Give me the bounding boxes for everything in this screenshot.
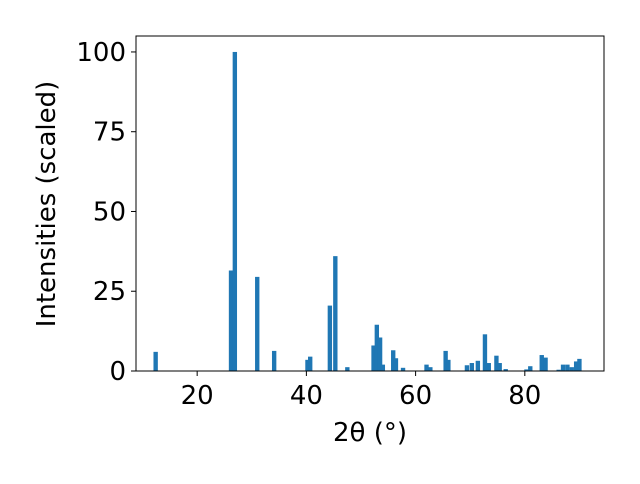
bar [524,369,529,371]
bar [333,256,338,371]
bar [380,364,386,371]
bar [327,305,333,371]
bar [377,337,383,371]
bar [577,358,582,371]
bar [475,360,481,371]
bar [345,367,350,371]
bar [374,324,380,371]
y-tick-label: 0 [109,357,126,387]
bar [255,276,260,371]
bar [305,359,310,371]
bar [469,363,475,371]
y-axis-label: Intensities (scaled) [32,81,62,328]
x-tick-label: 20 [181,381,214,411]
bar [393,358,399,371]
bar [232,51,238,371]
bar [573,361,579,371]
bar [560,364,566,371]
y-tick-label: 75 [93,118,126,148]
x-tick-label: 60 [399,381,432,411]
bar [539,355,544,371]
bar [228,270,234,371]
bar [428,367,433,371]
bar [400,367,406,371]
bar [528,366,533,371]
bar [482,334,488,371]
bar [443,350,448,371]
bar [446,359,451,371]
bar [271,350,277,371]
x-tick-label: 40 [290,381,323,411]
x-axis-label: 2θ (°) [333,418,407,448]
bar [486,363,491,371]
bar [371,345,376,371]
bar [503,369,508,371]
bar [565,364,570,371]
bar [424,364,429,371]
plot-frame [135,35,605,372]
bar [494,355,499,371]
bar [569,367,574,371]
bar [308,356,313,371]
y-tick-label: 50 [93,197,126,227]
bar [153,351,158,371]
bar [391,350,396,371]
bar [464,365,470,371]
bar [497,363,502,371]
y-tick-label: 25 [93,277,126,307]
x-tick-label: 80 [508,381,541,411]
bar [543,357,548,371]
bar [556,369,561,371]
y-tick-label: 100 [76,38,126,68]
